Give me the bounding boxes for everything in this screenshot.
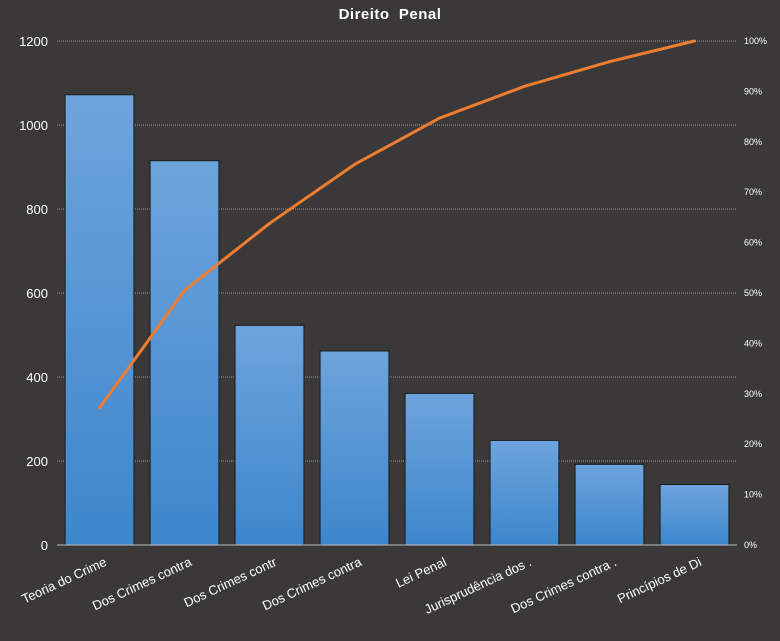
cumulative-point bbox=[438, 116, 441, 120]
bar bbox=[234, 324, 305, 546]
y2-tick-label: 90% bbox=[744, 86, 762, 96]
y2-tick-label: 70% bbox=[744, 187, 762, 197]
cumulative-point bbox=[523, 84, 526, 88]
y2-tick-label: 50% bbox=[744, 288, 762, 298]
y2-tick-label: 100% bbox=[744, 36, 767, 46]
y2-tick-label: 10% bbox=[744, 490, 762, 500]
bar bbox=[489, 439, 560, 546]
cumulative-point bbox=[693, 39, 696, 43]
y2-tick-label: 0% bbox=[744, 540, 757, 550]
cumulative-point bbox=[183, 288, 186, 292]
y2-tick-label: 40% bbox=[744, 338, 762, 348]
cumulative-point bbox=[98, 406, 101, 410]
cumulative-series-line bbox=[98, 39, 696, 410]
y-tick-label: 1200 bbox=[19, 34, 48, 49]
bar bbox=[404, 392, 475, 546]
left-axis: 0 200 400 600 800 1000 1200 bbox=[19, 34, 48, 553]
y-tick-label: 400 bbox=[26, 370, 48, 385]
bar bbox=[574, 463, 645, 546]
y2-tick-label: 20% bbox=[744, 439, 762, 449]
bar bbox=[149, 160, 220, 546]
cumulative-line bbox=[98, 39, 696, 410]
bar bbox=[319, 350, 390, 546]
y2-tick-label: 60% bbox=[744, 238, 762, 248]
y2-tick-label: 80% bbox=[744, 137, 762, 147]
x-tick-label: Lei Penal bbox=[393, 554, 449, 591]
cumulative-point bbox=[353, 162, 356, 166]
y-tick-label: 600 bbox=[26, 286, 48, 301]
bar bbox=[64, 94, 135, 546]
x-tick-label: Princípios de Di bbox=[615, 554, 704, 606]
chart-title: Direito Penal bbox=[338, 6, 442, 23]
bars bbox=[64, 94, 730, 546]
y-tick-label: 800 bbox=[26, 202, 48, 217]
bar bbox=[659, 484, 730, 546]
y-tick-label: 0 bbox=[41, 538, 48, 553]
cumulative-point bbox=[268, 221, 271, 225]
gridlines bbox=[57, 40, 737, 462]
y-tick-label: 200 bbox=[26, 454, 48, 469]
y-tick-label: 1000 bbox=[19, 118, 48, 133]
y2-tick-label: 30% bbox=[744, 389, 762, 399]
right-axis: 0% 10% 20% 30% 40% 50% 60% 70% 80% 90% 100% bbox=[744, 36, 767, 550]
cumulative-point bbox=[608, 60, 611, 64]
